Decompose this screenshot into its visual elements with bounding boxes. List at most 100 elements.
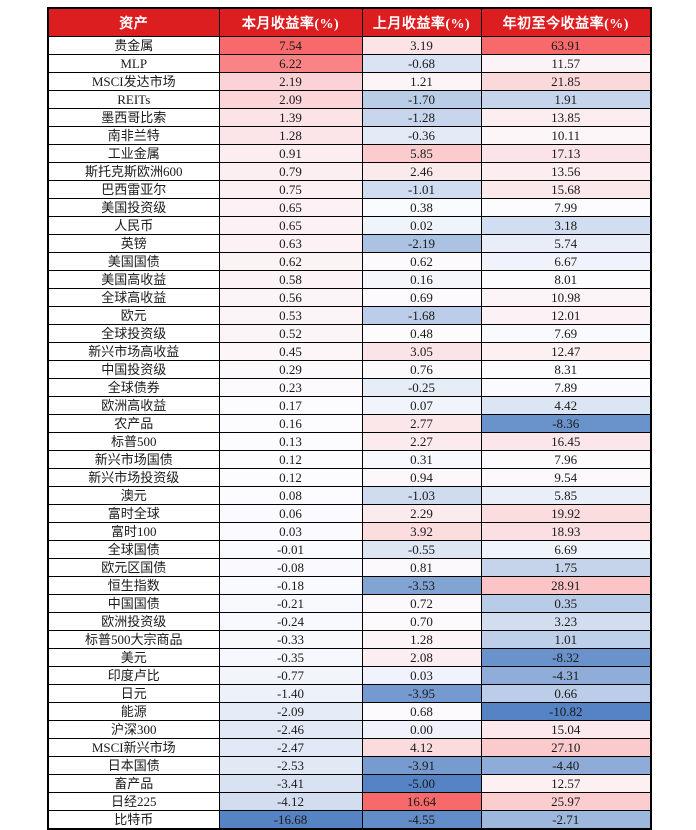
return-value-cell: 19.92 <box>480 504 652 523</box>
table-row: 中国投资级 0.29 0.76 8.31 <box>47 360 652 379</box>
return-value-cell: 0.69 <box>361 288 482 307</box>
table-row: 全球投资级 0.52 0.48 7.69 <box>47 324 652 343</box>
return-value-cell: 0.65 <box>218 198 363 217</box>
table-row: 欧元区国债 -0.08 0.81 1.75 <box>47 558 652 577</box>
table-row: 斯托克斯欧洲600 0.79 2.46 13.56 <box>47 162 652 181</box>
asset-name-cell: 日本国债 <box>47 756 220 775</box>
return-value-cell: -1.03 <box>361 486 482 505</box>
return-value-cell: -0.01 <box>218 540 363 559</box>
return-value-cell: -4.31 <box>480 666 652 685</box>
return-value-cell: 7.89 <box>480 378 652 397</box>
return-value-cell: 13.56 <box>480 162 652 181</box>
return-value-cell: 0.31 <box>361 450 482 469</box>
asset-name-cell: 美国高收益 <box>47 270 220 289</box>
asset-name-cell: 墨西哥比索 <box>47 108 220 127</box>
return-value-cell: 9.54 <box>480 468 652 487</box>
table-row: 欧元 0.53 -1.68 12.01 <box>47 306 652 325</box>
return-value-cell: 2.19 <box>218 72 363 91</box>
table-row: 南非兰特 1.28 -0.36 10.11 <box>47 126 652 145</box>
return-value-cell: 2.46 <box>361 162 482 181</box>
header-row: 资产 本月收益率(%) 上月收益率(%) 年初至今收益率(%) <box>47 7 652 37</box>
asset-name-cell: 美国投资级 <box>47 198 220 217</box>
return-value-cell: 7.54 <box>218 36 363 55</box>
asset-name-cell: 人民币 <box>47 216 220 235</box>
return-value-cell: -1.28 <box>361 108 482 127</box>
asset-name-cell: 畜产品 <box>47 774 220 793</box>
table-row: 日经225 -4.12 16.64 25.97 <box>47 792 652 811</box>
return-value-cell: 17.13 <box>480 144 652 163</box>
asset-name-cell: 贵金属 <box>47 36 220 55</box>
return-value-cell: 0.38 <box>361 198 482 217</box>
return-value-cell: 1.28 <box>218 126 363 145</box>
asset-name-cell: 标普500 <box>47 432 220 451</box>
return-value-cell: 12.47 <box>480 342 652 361</box>
table-row: 全球高收益 0.56 0.69 10.98 <box>47 288 652 307</box>
table-row: REITs 2.09 -1.70 1.91 <box>47 90 652 109</box>
table-row: 恒生指数 -0.18 -3.53 28.91 <box>47 576 652 595</box>
return-value-cell: -3.53 <box>361 576 482 595</box>
return-value-cell: -8.32 <box>480 648 652 667</box>
return-value-cell: -10.82 <box>480 702 652 721</box>
table-row: 墨西哥比索 1.39 -1.28 13.85 <box>47 108 652 127</box>
return-value-cell: 1.39 <box>218 108 363 127</box>
return-value-cell: 0.03 <box>218 522 363 541</box>
return-value-cell: 0.12 <box>218 468 363 487</box>
return-value-cell: -8.36 <box>480 414 652 433</box>
return-value-cell: -4.55 <box>361 810 482 830</box>
return-value-cell: 0.70 <box>361 612 482 631</box>
return-value-cell: 0.00 <box>361 720 482 739</box>
return-value-cell: 0.62 <box>218 252 363 271</box>
return-value-cell: 2.08 <box>361 648 482 667</box>
return-value-cell: 0.13 <box>218 432 363 451</box>
return-value-cell: 0.06 <box>218 504 363 523</box>
return-value-cell: -2.53 <box>218 756 363 775</box>
return-value-cell: 1.75 <box>480 558 652 577</box>
return-value-cell: 13.85 <box>480 108 652 127</box>
table-row: 沪深300 -2.46 0.00 15.04 <box>47 720 652 739</box>
asset-name-cell: 南非兰特 <box>47 126 220 145</box>
asset-name-cell: 欧元区国债 <box>47 558 220 577</box>
return-value-cell: -0.21 <box>218 594 363 613</box>
return-value-cell: 0.16 <box>361 270 482 289</box>
return-value-cell: 18.93 <box>480 522 652 541</box>
return-value-cell: 1.28 <box>361 630 482 649</box>
table-row: 美元 -0.35 2.08 -8.32 <box>47 648 652 667</box>
asset-name-cell: 欧元 <box>47 306 220 325</box>
return-value-cell: 2.29 <box>361 504 482 523</box>
return-value-cell: -0.68 <box>361 54 482 73</box>
asset-name-cell: 沪深300 <box>47 720 220 739</box>
column-header-prev-month-return: 上月收益率(%) <box>361 7 482 37</box>
table-row: 中国国债 -0.21 0.72 0.35 <box>47 594 652 613</box>
asset-name-cell: 富时全球 <box>47 504 220 523</box>
return-value-cell: 0.29 <box>218 360 363 379</box>
asset-name-cell: 欧洲投资级 <box>47 612 220 631</box>
table-row: MSCI发达市场 2.19 1.21 21.85 <box>47 72 652 91</box>
asset-name-cell: 新兴市场高收益 <box>47 342 220 361</box>
return-value-cell: -1.70 <box>361 90 482 109</box>
return-value-cell: 0.07 <box>361 396 482 415</box>
table-row: 标普500 0.13 2.27 16.45 <box>47 432 652 451</box>
asset-name-cell: MLP <box>47 54 220 73</box>
table-row: 美国高收益 0.58 0.16 8.01 <box>47 270 652 289</box>
asset-name-cell: 比特币 <box>47 810 220 830</box>
return-value-cell: 7.69 <box>480 324 652 343</box>
return-value-cell: 0.16 <box>218 414 363 433</box>
return-value-cell: -0.33 <box>218 630 363 649</box>
return-value-cell: 3.19 <box>361 36 482 55</box>
return-value-cell: 3.05 <box>361 342 482 361</box>
table-row: 澳元 0.08 -1.03 5.85 <box>47 486 652 505</box>
return-value-cell: 16.45 <box>480 432 652 451</box>
table-row: 新兴市场投资级 0.12 0.94 9.54 <box>47 468 652 487</box>
return-value-cell: 0.17 <box>218 396 363 415</box>
asset-name-cell: 斯托克斯欧洲600 <box>47 162 220 181</box>
table-row: 富时全球 0.06 2.29 19.92 <box>47 504 652 523</box>
return-value-cell: 5.74 <box>480 234 652 253</box>
return-value-cell: -0.36 <box>361 126 482 145</box>
return-value-cell: -3.95 <box>361 684 482 703</box>
return-value-cell: 12.01 <box>480 306 652 325</box>
column-header-month-return: 本月收益率(%) <box>218 7 363 37</box>
asset-table-body: 贵金属 7.54 3.19 63.91 MLP 6.22 -0.68 11.57 MSCI发达市… <box>47 36 652 830</box>
return-value-cell: 27.10 <box>480 738 652 757</box>
return-value-cell: 10.98 <box>480 288 652 307</box>
return-value-cell: 0.68 <box>361 702 482 721</box>
